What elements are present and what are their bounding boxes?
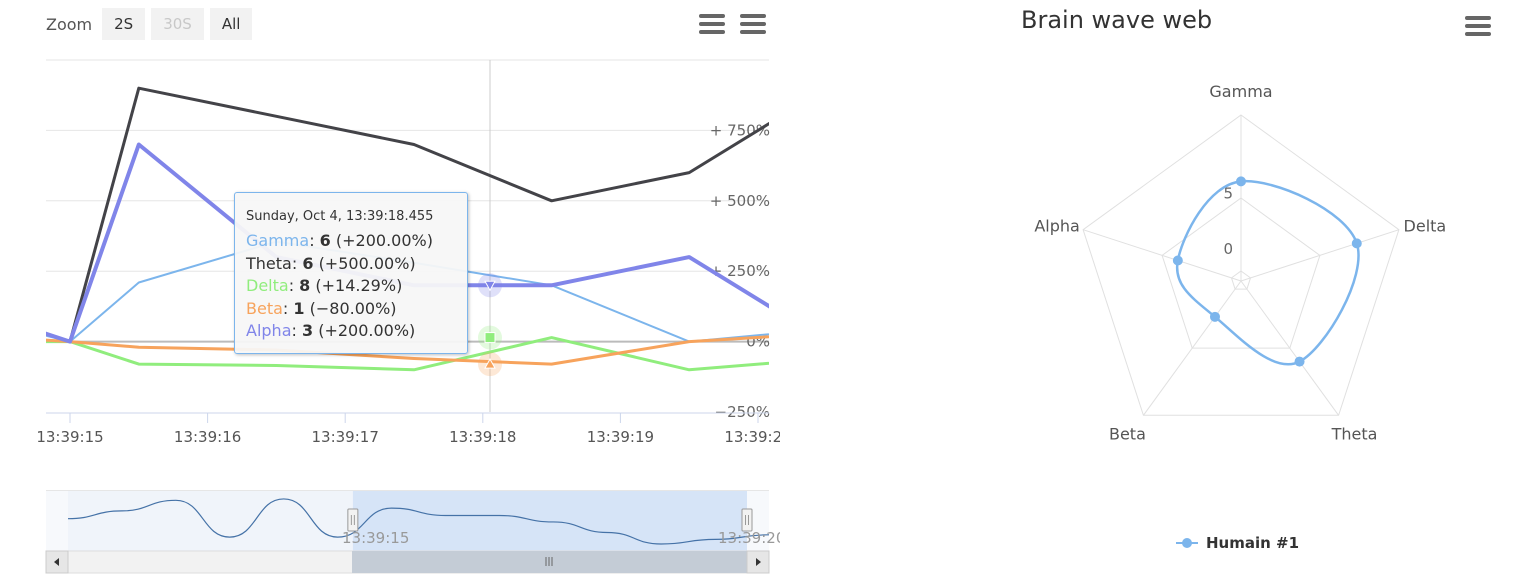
navigator-tick-label: 13:39:20 — [718, 529, 780, 547]
radar-grid — [1082, 114, 1400, 416]
tooltip-row-alpha: Alpha: 3 (+200.00%) — [246, 321, 416, 340]
radar-spoke — [1240, 280, 1339, 416]
marker-beta — [484, 358, 496, 369]
handle-rect — [347, 508, 359, 532]
series-line-theta — [68, 86, 769, 342]
radar-point — [1351, 238, 1362, 249]
radar-point — [1209, 311, 1220, 322]
tooltip: Sunday, Oct 4, 13:39:18.455 Gamma: 6 (+2… — [234, 192, 468, 354]
x-axis: 13:39:15 13:39:16 13:39:17 13:39:18 13:39:19… — [36, 412, 780, 446]
radar-spoke — [1082, 229, 1242, 282]
tooltip-row-theta: Theta: 6 (+500.00%) — [246, 253, 416, 273]
y-tick-label: + 250% — [710, 262, 770, 280]
radar-tick-label: 0 — [1223, 240, 1233, 258]
radar-tick-label: 5 — [1223, 184, 1233, 202]
arrow-glyph — [756, 558, 761, 566]
x-tick-label: 13:39:19 — [587, 428, 654, 446]
radar-spoke — [1143, 280, 1242, 416]
tooltip-value: 6 — [319, 231, 331, 250]
tooltip-change: (+500.00%) — [318, 253, 416, 273]
tooltip-row-delta: Delta: 8 (+14.29%) — [246, 276, 403, 295]
tooltip-series-name: Alpha — [246, 321, 292, 340]
navigator-selection — [352, 491, 747, 551]
tooltip-row-gamma: Gamma: 6 (+200.00%) — [246, 231, 433, 250]
range-selector: Zoom 2S 30S All — [46, 8, 253, 40]
chart-title: Brain wave web — [1021, 6, 1213, 34]
tooltip-value: 6 — [302, 253, 314, 273]
radar-point — [1172, 255, 1183, 266]
scrollbar-left-arrow-icon[interactable] — [45, 550, 69, 574]
tooltip-value: 8 — [299, 276, 311, 295]
navigator-mask — [68, 491, 353, 551]
radar-ring — [1230, 270, 1252, 290]
radar-ring — [1082, 114, 1400, 416]
tooltip-value: 3 — [301, 321, 314, 340]
x-tick-label: 13:39:20 — [724, 428, 780, 446]
y-tick-label: + 500% — [710, 192, 770, 210]
radar-ring — [1161, 197, 1321, 349]
zoom-all-button[interactable]: All — [209, 8, 253, 40]
radar-category-label: Gamma — [1209, 82, 1272, 101]
arrow-glyph — [54, 558, 59, 566]
marker-delta — [484, 332, 496, 344]
radar-tick-labels: 05 — [1223, 184, 1233, 257]
navigator-series — [67, 498, 770, 545]
tooltip-header: Sunday, Oct 4, 13:39:18.455 — [246, 209, 434, 224]
y-tick-label: + 750% — [710, 121, 770, 139]
radar-category-label: Theta — [1331, 424, 1378, 443]
legend-label: Humain #1 — [1206, 534, 1300, 552]
radar-spoke — [1240, 229, 1400, 282]
series-line-beta — [46, 335, 769, 366]
legend-symbol — [1176, 538, 1198, 548]
tooltip-value: 1 — [293, 298, 305, 318]
export-menu-icon[interactable] — [699, 14, 727, 36]
stock-chart-panel: Zoom 2S 30S All −250% 0% + 250% + 500% + 750… — [36, 8, 780, 574]
radar-series[interactable] — [1172, 176, 1362, 367]
radar-category-label: Delta — [1404, 217, 1447, 236]
tooltip-change: (+200.00%) — [335, 231, 433, 250]
tooltip-change: (−80.00%) — [309, 298, 397, 318]
x-tick-label: 13:39:16 — [174, 428, 241, 446]
tooltip-row-beta: Beta: 1 (−80.00%) — [246, 298, 397, 318]
tooltip-series-name: Gamma — [246, 231, 310, 250]
stock-chart-svg: −250%0%+ 250%+ 500%+ 750% 13:39:15 13:39:… — [36, 59, 780, 574]
tooltip-change: (+200.00%) — [318, 321, 416, 340]
handle-rect — [741, 508, 753, 532]
navigator-handle-left[interactable] — [347, 508, 359, 532]
radar-category-label: Beta — [1109, 424, 1146, 443]
zoom-30s-button[interactable]: 30S — [151, 8, 204, 40]
navigator[interactable]: 13:39:15 13:39:20 — [45, 490, 780, 574]
export-menu-icon-2[interactable] — [740, 14, 768, 36]
radar-point — [1294, 356, 1305, 367]
radar-series-line — [1175, 180, 1360, 366]
marker-alpha — [484, 280, 496, 292]
tooltip-series-name: Beta — [246, 298, 283, 318]
y-axis-labels: −250%0%+ 250%+ 500%+ 750% — [710, 121, 770, 421]
tooltip-change: (+14.29%) — [315, 276, 403, 295]
radar-point — [1236, 176, 1246, 187]
navigator-tick-label: 13:39:15 — [342, 529, 409, 547]
zoom-2s-button[interactable]: 2S — [102, 8, 146, 40]
x-tick-label: 13:39:15 — [36, 428, 103, 446]
radar-chart-panel: Brain wave web Gamma Delta Theta Beta Alpha … — [780, 0, 1515, 574]
navigator-handle-right[interactable] — [741, 508, 753, 532]
tooltip-series-name: Theta — [246, 253, 292, 273]
radar-category-labels: Gamma Delta Theta Beta Alpha — [1034, 82, 1446, 443]
tooltip-series-name: Delta — [246, 276, 289, 295]
hover-markers — [478, 273, 502, 377]
radar-menu-icon[interactable] — [1465, 16, 1493, 38]
radar-category-label: Alpha — [1034, 217, 1080, 236]
scrollbar-right-arrow-icon[interactable] — [746, 550, 770, 574]
legend-item[interactable]: Humain #1 — [1176, 534, 1299, 552]
y-tick-label: −250% — [715, 403, 770, 421]
zoom-label: Zoom — [46, 14, 93, 34]
series-line-delta — [46, 336, 769, 372]
x-tick-label: 13:39:18 — [449, 428, 516, 446]
x-tick-label: 13:39:17 — [312, 428, 379, 446]
